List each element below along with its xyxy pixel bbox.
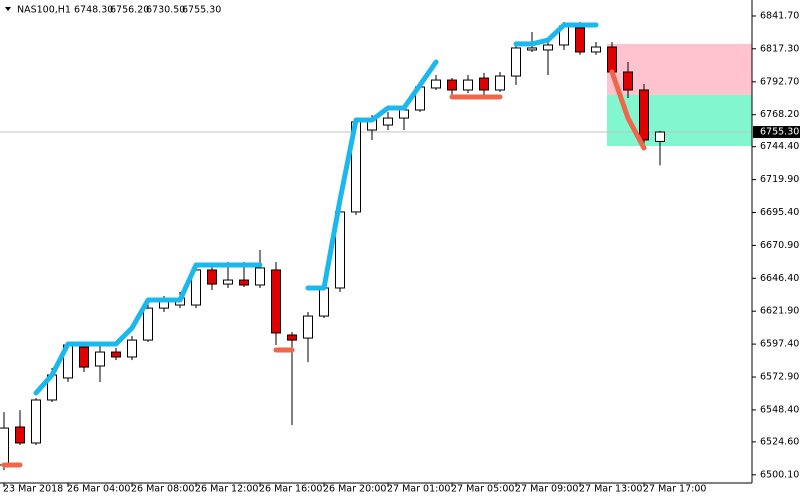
candle-body xyxy=(639,89,649,141)
candle-body xyxy=(495,75,505,91)
y-tick-label: 6768.20 xyxy=(760,109,799,120)
header-value: 6748.30 xyxy=(74,5,113,16)
y-tick-label: 6524.60 xyxy=(760,436,799,447)
y-tick-label: 6646.40 xyxy=(760,273,799,284)
candle-body xyxy=(479,77,489,91)
candle-body xyxy=(303,315,313,339)
current-price-label: 6755.30 xyxy=(760,127,799,138)
y-tick-label: 6719.90 xyxy=(760,174,799,185)
y-tick-label: 6792.70 xyxy=(760,76,799,87)
y-tick-label: 6572.90 xyxy=(760,372,799,383)
x-tick-label: 27 Mar 17:00 xyxy=(643,484,706,495)
y-tick-label: 6841.70 xyxy=(760,10,799,21)
candle-body xyxy=(463,79,473,91)
zones xyxy=(607,43,752,147)
candle-body xyxy=(575,27,585,53)
y-tick-label: 6670.90 xyxy=(760,240,799,251)
indicator-line xyxy=(33,262,263,396)
candle-body xyxy=(623,71,633,91)
candle-body xyxy=(319,287,329,317)
candle-body xyxy=(79,346,89,368)
candle-body xyxy=(543,44,553,51)
candle-body xyxy=(223,279,233,285)
candle-body xyxy=(111,351,121,358)
candle-body xyxy=(591,46,601,53)
candle-body xyxy=(607,46,617,73)
indicator-line xyxy=(305,59,439,291)
y-tick-label: 6500.10 xyxy=(760,469,799,480)
y-tick-label: 6621.90 xyxy=(760,306,799,317)
x-tick-label: 26 Mar 04:00 xyxy=(67,484,130,495)
candle-body xyxy=(127,339,137,358)
candle-body xyxy=(431,79,441,89)
indicator-line xyxy=(513,22,599,47)
candle-body xyxy=(527,47,537,51)
candle-body xyxy=(383,117,393,126)
candle-body xyxy=(0,427,9,466)
candle-body xyxy=(255,267,265,286)
candle-body xyxy=(239,279,249,286)
candle-body xyxy=(15,426,25,444)
y-tick-label: 6744.40 xyxy=(760,141,799,152)
x-tick-label: 26 Mar 12:00 xyxy=(195,484,258,495)
y-tick-label: 6695.40 xyxy=(760,207,799,218)
header-value: 6756.20 xyxy=(110,5,149,16)
x-tick-label: 27 Mar 05:00 xyxy=(451,484,514,495)
x-tick-label: 27 Mar 13:00 xyxy=(579,484,642,495)
x-tick-label: 27 Mar 09:00 xyxy=(515,484,578,495)
candle-body xyxy=(143,307,153,341)
candle-body xyxy=(399,109,409,119)
candle-body xyxy=(287,334,297,341)
candle-body xyxy=(271,269,281,334)
candle-body xyxy=(207,269,217,285)
candle-body xyxy=(447,79,457,91)
y-tick-label: 6548.40 xyxy=(760,404,799,415)
header-value: 6755.30 xyxy=(182,5,221,16)
indicator-line xyxy=(609,69,647,151)
candle-body xyxy=(31,399,41,444)
candle-body xyxy=(95,351,105,367)
x-tick-label: 23 Mar 2018 xyxy=(3,484,63,495)
symbol-title: NAS100,H1 xyxy=(17,5,71,16)
x-tick-label: 26 Mar 08:00 xyxy=(131,484,194,495)
y-tick-label: 6597.40 xyxy=(760,339,799,350)
x-tick-label: 27 Mar 01:00 xyxy=(387,484,450,495)
plot xyxy=(0,22,752,471)
candle-body xyxy=(511,47,521,77)
menu-triangle[interactable] xyxy=(5,7,11,11)
header-value: 6730.50 xyxy=(146,5,185,16)
current-price-box xyxy=(753,126,800,139)
x-tick-label: 26 Mar 20:00 xyxy=(323,484,386,495)
y-tick-label: 6817.30 xyxy=(760,43,799,54)
candle-body xyxy=(655,131,665,142)
x-tick-label: 26 Mar 16:00 xyxy=(259,484,322,495)
